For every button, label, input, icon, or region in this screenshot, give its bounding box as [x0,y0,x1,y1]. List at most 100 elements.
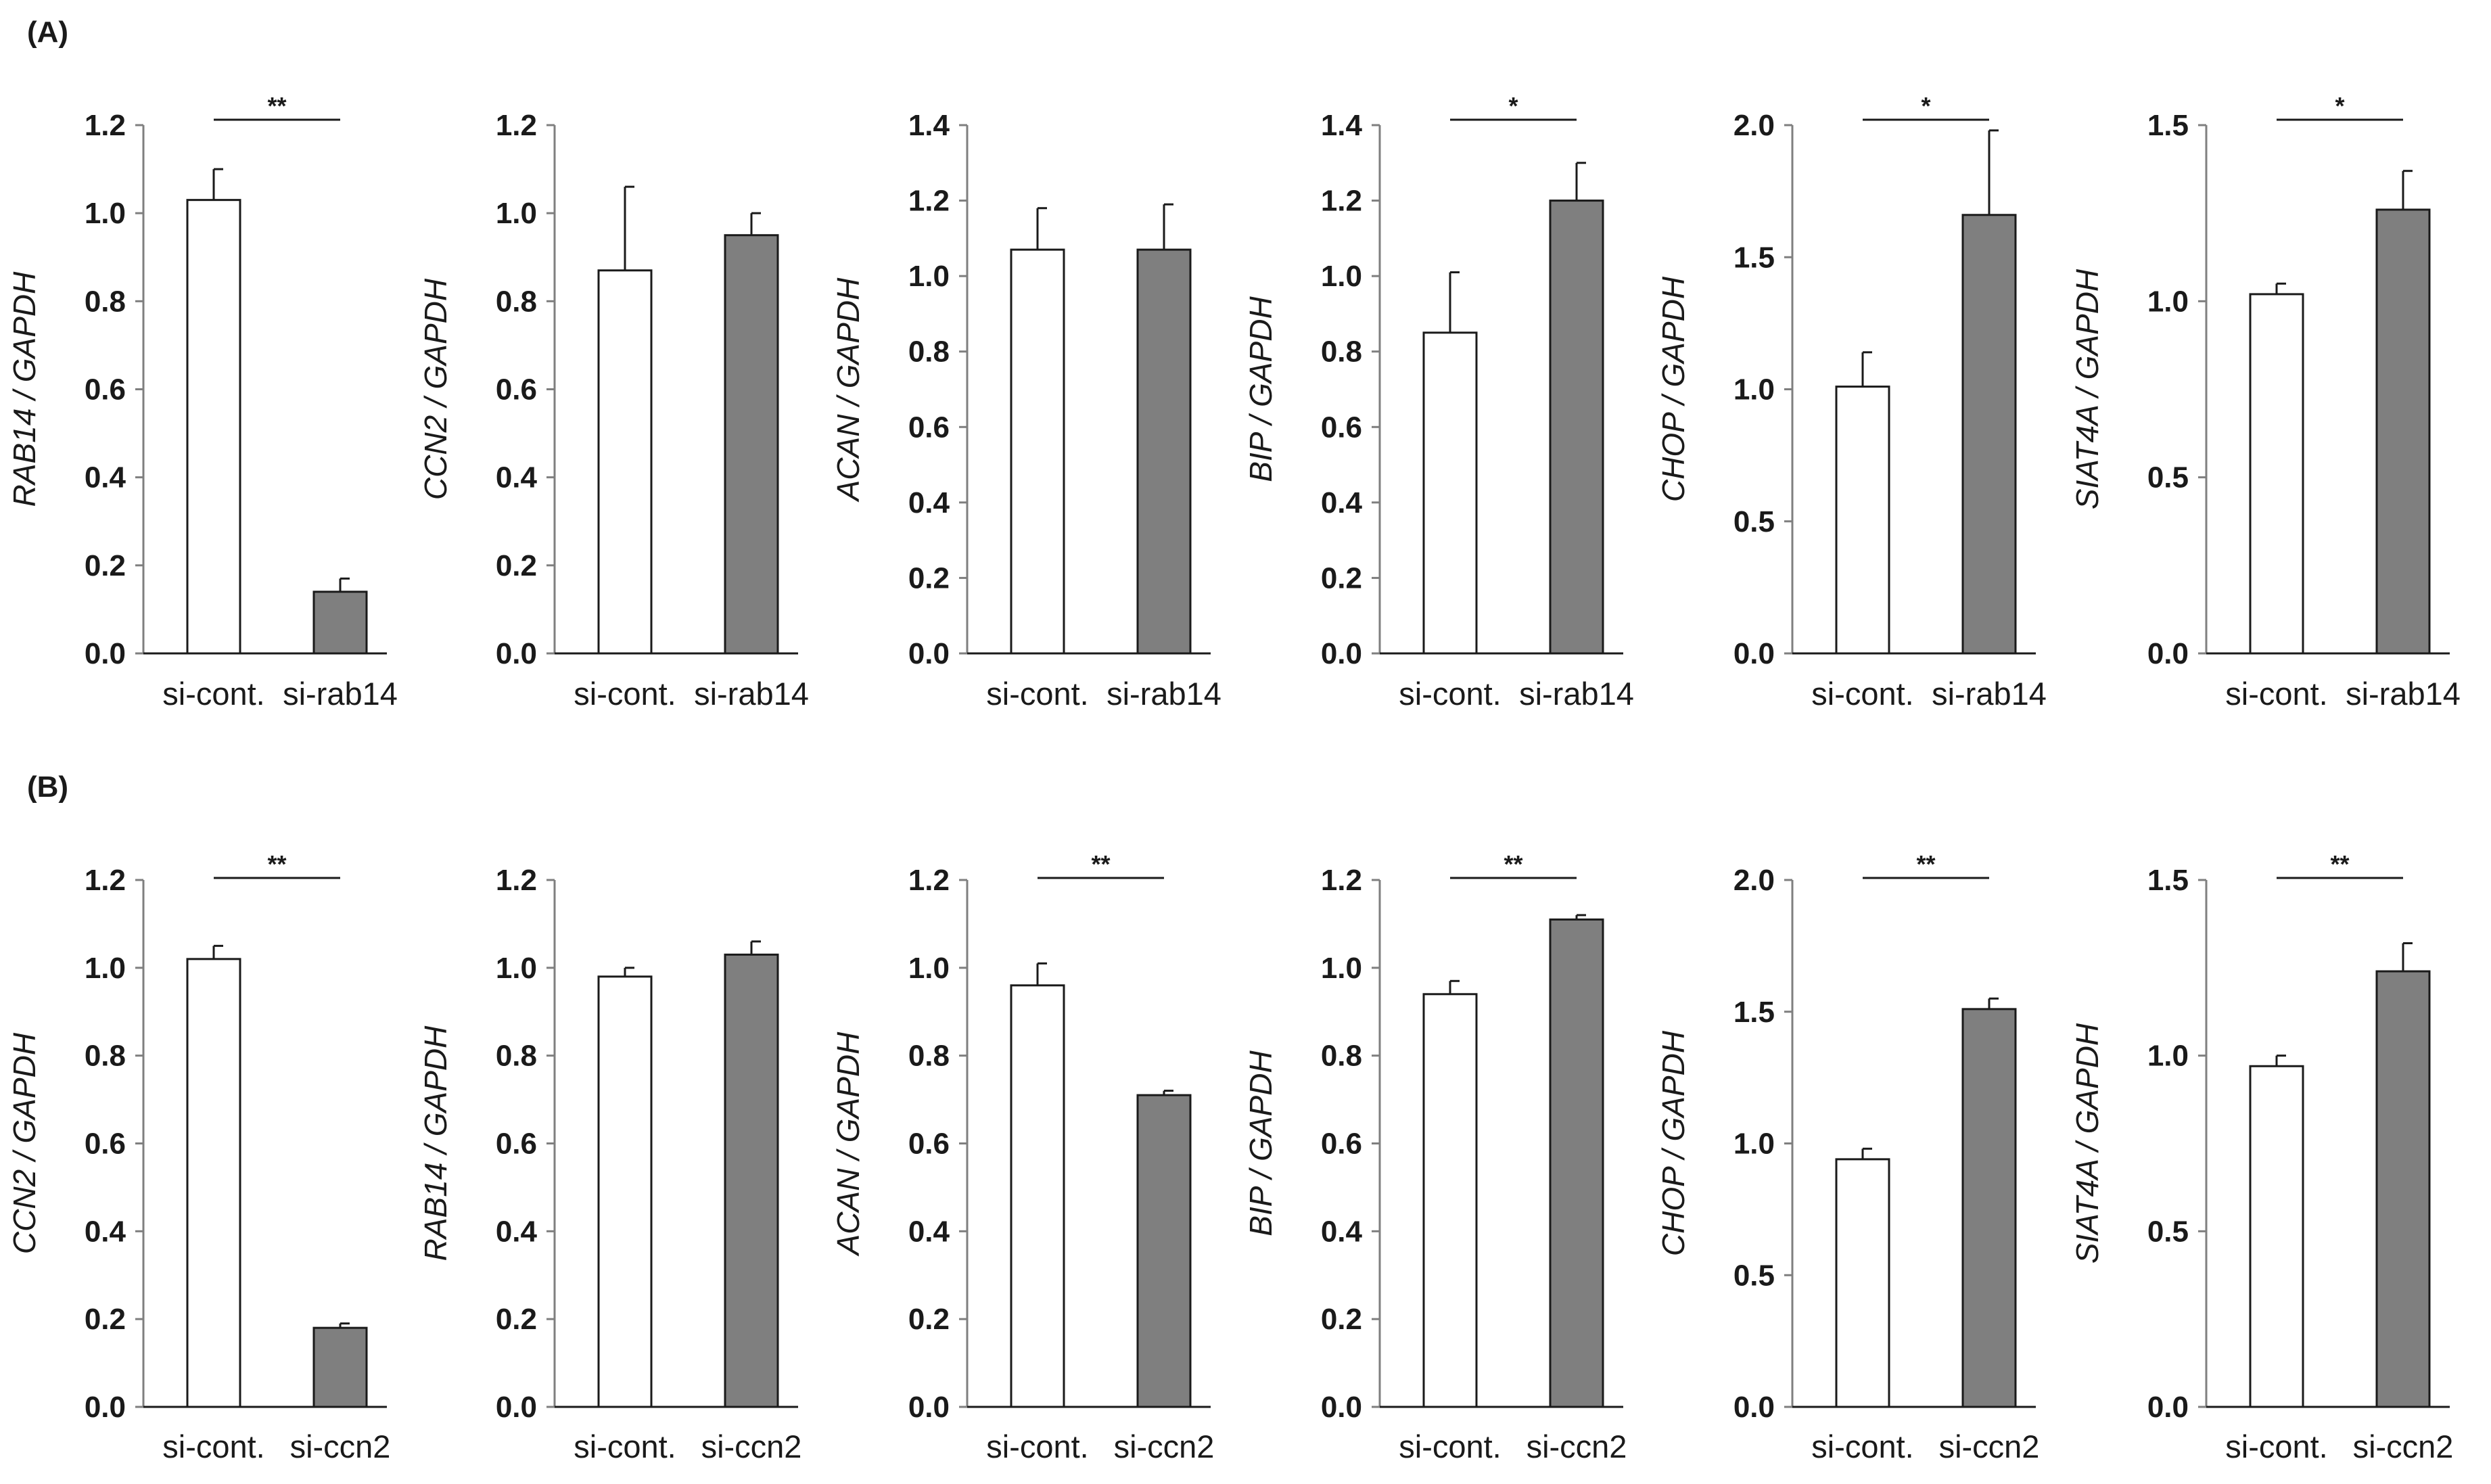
category-label: si-cont. [574,1429,676,1464]
bar-control [2249,1065,2304,1408]
bar-knockdown [1136,1094,1192,1408]
y-axis-label: RAB14 / GAPDH [418,1025,453,1261]
y-tick-label: 0.0 [496,637,537,670]
y-tick-label: 1.4 [908,109,950,142]
category-label: si-rab14 [1107,676,1221,712]
bar-chart: 0.0 0.2 0.4 0.6 0.8 1.0 1.2 RAB14 / GAPDH si-con… [7,92,398,712]
category-label: si-cont. [986,1429,1089,1464]
y-tick-label: 0.2 [85,1303,126,1336]
bar-knockdown [2375,208,2431,655]
y-tick-label: 2.0 [1733,109,1775,142]
y-axis-label: ACAN / GAPDH [831,1031,866,1257]
bar-chart: 0.0 0.5 1.0 1.5 2.0 CHOP / GAPDH si-cont. si-ra… [1656,92,2047,712]
significance-marker: ** [1091,850,1110,878]
y-tick-label: 1.0 [908,260,950,293]
category-label: si-cont. [2225,676,2328,712]
y-tick-label: 0.5 [2147,461,2189,494]
bar-control [1835,1158,1890,1408]
bar-knockdown [1961,214,2017,655]
y-tick-label: 2.0 [1733,864,1775,897]
category-label: si-cont. [574,676,676,712]
category-label: si-cont. [1811,676,1914,712]
significance-marker: ** [2330,850,2349,878]
category-label: si-ccn2 [1114,1429,1215,1464]
bar-control [1010,248,1065,655]
bar-knockdown [724,953,779,1408]
y-axis-label: ACAN / GAPDH [831,277,866,503]
y-tick-label: 0.0 [1733,637,1775,670]
bar-chart: 0.0 0.2 0.4 0.6 0.8 1.0 1.2 1.4 ACAN / GAPDH si-c… [831,109,1221,712]
bar-control [186,199,241,655]
y-tick-label: 0.8 [1321,335,1362,369]
category-label: si-cont. [1399,1429,1501,1464]
bar-chart: 0.0 0.2 0.4 0.6 0.8 1.0 1.2 ACAN / GAPDH si-cont… [831,850,1214,1464]
category-label: si-ccn2 [1527,1429,1627,1464]
y-tick-label: 0.5 [2147,1215,2189,1248]
category-label: si-rab14 [1519,676,1634,712]
y-tick-label: 1.2 [1321,864,1362,897]
bar-chart: 0.0 0.2 0.4 0.6 0.8 1.0 1.2 CCN2 / GAPDH si-cont… [7,850,390,1464]
y-tick-label: 0.4 [85,1215,126,1248]
y-tick-label: 1.2 [85,864,126,897]
y-tick-label: 0.6 [496,1128,537,1161]
y-tick-label: 0.8 [908,1040,950,1073]
bar-chart: 0.0 0.2 0.4 0.6 0.8 1.0 1.2 BIP / GAPDH si-cont.… [1243,850,1627,1464]
y-tick-label: 0.8 [908,335,950,369]
y-tick-label: 1.0 [2147,1040,2189,1073]
category-label: si-cont. [162,1429,265,1464]
significance-marker: ** [1916,850,1935,878]
y-tick-label: 0.2 [908,1303,950,1336]
y-tick-label: 1.0 [85,952,126,985]
y-tick-label: 0.8 [1321,1040,1362,1073]
y-tick-label: 1.0 [908,952,950,985]
category-label: si-ccn2 [1939,1429,2040,1464]
y-tick-label: 1.2 [496,109,537,142]
y-axis-label: CHOP / GAPDH [1656,276,1691,502]
significance-marker: ** [267,850,286,878]
panel-label-b: (B) [27,770,68,804]
bar-control [1010,984,1065,1408]
y-tick-label: 1.4 [1321,109,1363,142]
y-tick-label: 0.5 [1733,1259,1775,1292]
bar-chart: 0.0 0.5 1.0 1.5 SIAT4A / GAPDH si-cont. si-rab… [2070,92,2461,712]
y-tick-label: 0.8 [496,1040,537,1073]
bar-knockdown [312,1326,368,1408]
y-tick-label: 1.2 [85,109,126,142]
y-tick-label: 0.2 [496,549,537,582]
y-tick-label: 0.4 [908,1215,950,1248]
y-axis-label: SIAT4A / GAPDH [2070,1023,2105,1263]
y-tick-label: 1.0 [1733,373,1775,407]
bar-chart: 0.0 0.2 0.4 0.6 0.8 1.0 1.2 RAB14 / GAPDH si-con… [418,864,801,1464]
category-label: si-rab14 [1932,676,2047,712]
y-tick-label: 0.6 [908,1128,950,1161]
bar-chart: 0.0 0.2 0.4 0.6 0.8 1.0 1.2 1.4 BIP / GAPDH si-co… [1243,92,1634,712]
y-tick-label: 1.5 [1733,241,1775,274]
bar-control [1422,993,1478,1408]
y-axis-label: CCN2 / GAPDH [7,1032,42,1254]
y-axis-label: CCN2 / GAPDH [418,278,453,500]
category-label: si-cont. [986,676,1089,712]
y-tick-label: 1.2 [908,185,950,218]
bar-knockdown [1549,918,1604,1408]
y-tick-label: 0.0 [2147,637,2189,670]
y-tick-label: 0.2 [496,1303,537,1336]
y-tick-label: 1.2 [1321,185,1362,218]
y-tick-label: 0.6 [85,373,126,407]
category-label: si-ccn2 [701,1429,802,1464]
y-tick-label: 1.0 [1321,260,1362,293]
category-label: si-ccn2 [290,1429,391,1464]
significance-marker: * [1508,92,1518,120]
bar-knockdown [724,234,779,655]
y-tick-label: 1.2 [496,864,537,897]
significance-marker: ** [1504,850,1522,878]
y-tick-label: 0.5 [1733,505,1775,538]
y-tick-label: 0.0 [908,1391,950,1424]
category-label: si-ccn2 [2353,1429,2454,1464]
bar-knockdown [1549,200,1604,655]
y-tick-label: 0.4 [496,1215,538,1248]
y-tick-label: 0.2 [1321,1303,1362,1336]
y-axis-label: CHOP / GAPDH [1656,1030,1691,1256]
y-axis-label: RAB14 / GAPDH [7,271,42,507]
y-tick-label: 0.0 [85,637,126,670]
